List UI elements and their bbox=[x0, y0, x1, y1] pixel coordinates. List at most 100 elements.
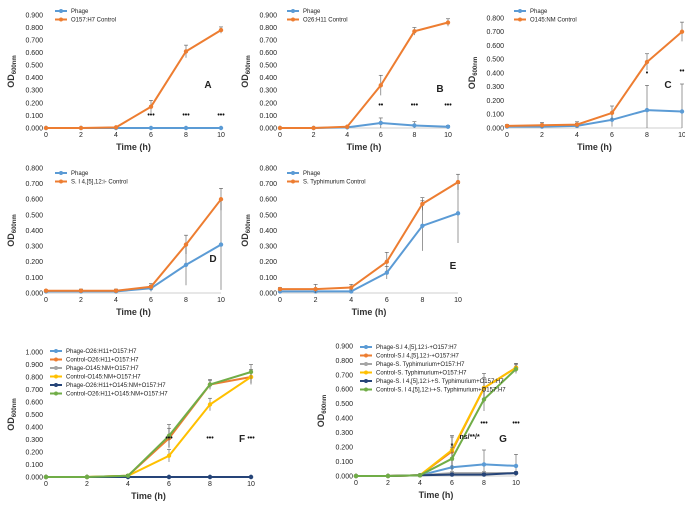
y-tick-label: 0.500 bbox=[259, 63, 277, 70]
series-d-0 bbox=[43, 198, 224, 294]
panel-letter: F bbox=[239, 434, 245, 445]
legend-marker bbox=[54, 357, 58, 362]
data-point bbox=[417, 473, 423, 478]
series-line bbox=[46, 29, 222, 129]
y-axis-title: OD600nm bbox=[6, 55, 18, 88]
data-point bbox=[644, 107, 650, 113]
y-tick-label: 0.000 bbox=[25, 474, 43, 481]
x-tick-label: 0 bbox=[278, 297, 282, 304]
y-tick-label: 0.500 bbox=[259, 212, 277, 219]
legend-b: Phage O26:H11 Control bbox=[287, 9, 348, 24]
legend-e: Phage S. Typhimurium Control bbox=[287, 171, 366, 186]
legend-marker bbox=[59, 9, 63, 13]
x-tick-label: 0 bbox=[505, 132, 509, 139]
data-point bbox=[113, 125, 119, 130]
legend-label: Control-O26:H11+O157:H7 bbox=[66, 358, 139, 364]
y-axis-title-sub: 600nm bbox=[322, 395, 328, 414]
data-point bbox=[277, 286, 283, 292]
y-axis-title-main: OD bbox=[316, 413, 326, 427]
y-tick-label: 0.000 bbox=[25, 290, 43, 297]
legend-label: Phage bbox=[303, 171, 321, 177]
x-tick-label: 8 bbox=[412, 132, 416, 139]
legend-label: O145:NM Control bbox=[530, 18, 577, 24]
y-tick-label: 0.200 bbox=[25, 259, 43, 266]
x-tick-label: 6 bbox=[379, 132, 383, 139]
panel-a: 0.000 0.100 0.200 0.300 0.400 0.500 0.600 0.700… bbox=[6, 9, 225, 152]
legend-label: Phage-O145:NM+O157:H7 bbox=[66, 366, 139, 372]
y-axis-title: OD600nm bbox=[467, 57, 479, 90]
significance-annotation: * bbox=[451, 443, 454, 450]
y-tick-label: 0.200 bbox=[259, 100, 277, 107]
y-tick-label: 0.400 bbox=[25, 75, 43, 82]
y-tick-label: 0.600 bbox=[25, 399, 43, 406]
data-point bbox=[445, 20, 451, 25]
x-axis-title: Time (h) bbox=[577, 142, 612, 152]
legend-g: Phage-S.I 4,[5],12:i-+O157:H7 Control-S.I… bbox=[360, 345, 506, 394]
data-point bbox=[218, 125, 224, 131]
data-point bbox=[311, 125, 316, 131]
y-tick-label: 0.700 bbox=[335, 372, 353, 379]
y-tick-label: 0.600 bbox=[25, 197, 43, 204]
significance-annotation: ••• bbox=[512, 420, 520, 427]
y-tick-label: 0.600 bbox=[486, 43, 504, 50]
data-point bbox=[609, 110, 615, 116]
y-tick-label: 0.300 bbox=[335, 430, 353, 437]
legend-a: Phage O157:H7 Control bbox=[55, 9, 116, 24]
data-point bbox=[183, 242, 189, 247]
y-tick-label: 0.900 bbox=[335, 343, 353, 350]
series-line bbox=[507, 109, 683, 128]
y-tick-label: 0.700 bbox=[259, 38, 277, 45]
legend-marker bbox=[291, 9, 295, 13]
legend-marker bbox=[59, 179, 63, 184]
y-tick-label: 0.800 bbox=[259, 165, 277, 172]
significance-annotation: •• bbox=[378, 102, 383, 109]
y-tick-label: 0.400 bbox=[486, 70, 504, 77]
y-tick-label: 0.500 bbox=[335, 401, 353, 408]
x-tick-label: 8 bbox=[184, 297, 188, 304]
data-point bbox=[183, 262, 189, 268]
y-tick-label: 0.100 bbox=[259, 113, 277, 120]
series-c-0 bbox=[504, 83, 685, 129]
legend-d: Phage S. I 4,[5],12:i- Control bbox=[55, 171, 128, 186]
data-point bbox=[84, 474, 90, 480]
x-tick-label: 0 bbox=[44, 297, 48, 304]
legend-label: Phage bbox=[530, 9, 548, 15]
x-tick-label: 10 bbox=[217, 297, 225, 304]
legend-marker bbox=[54, 349, 58, 353]
legend-label: Phage-S.I 4,[5],12:i-+O157:H7 bbox=[376, 345, 458, 351]
x-tick-label: 2 bbox=[540, 132, 544, 139]
data-point bbox=[207, 382, 213, 387]
x-tick-label: 6 bbox=[149, 297, 153, 304]
y-tick-label: 0.300 bbox=[25, 437, 43, 444]
legend-marker bbox=[291, 171, 295, 175]
data-point bbox=[679, 109, 685, 114]
series-a-1 bbox=[43, 26, 224, 131]
data-point bbox=[353, 473, 359, 479]
x-tick-label: 10 bbox=[512, 480, 520, 487]
y-axis-title: OD600nm bbox=[6, 214, 18, 247]
y-tick-label: 0.200 bbox=[25, 100, 43, 107]
x-axis-title: Time (h) bbox=[419, 490, 454, 500]
legend-marker bbox=[364, 379, 368, 383]
data-point bbox=[125, 473, 131, 478]
y-axis-title: OD600nm bbox=[316, 395, 328, 428]
significance-annotation: ••• bbox=[165, 435, 173, 442]
legend-label: Control-S. I 4,[5],12:i-+S. Typhimurium+… bbox=[376, 388, 506, 394]
y-tick-label: 0.200 bbox=[259, 259, 277, 266]
y-tick-label: 0.300 bbox=[259, 244, 277, 251]
data-point bbox=[345, 124, 350, 129]
legend-label: Phage bbox=[71, 171, 89, 177]
x-axis-title: Time (h) bbox=[116, 307, 151, 317]
y-axis-title-sub: 600nm bbox=[12, 214, 18, 233]
legend-f: Phage-O26:H11+O157:H7 Control-O26:H11+O15… bbox=[50, 349, 168, 398]
data-point bbox=[574, 122, 580, 127]
data-point bbox=[378, 120, 383, 126]
legend-label: Control-S. Typhimurium+O157:H7 bbox=[376, 371, 467, 377]
y-tick-label: 0.800 bbox=[25, 25, 43, 32]
legend-marker bbox=[291, 17, 295, 22]
series-d-1 bbox=[43, 188, 224, 293]
significance-annotation: ••• bbox=[444, 102, 452, 109]
data-point bbox=[43, 474, 49, 480]
x-tick-label: 4 bbox=[114, 132, 118, 139]
y-tick-label: 0.000 bbox=[486, 125, 504, 132]
